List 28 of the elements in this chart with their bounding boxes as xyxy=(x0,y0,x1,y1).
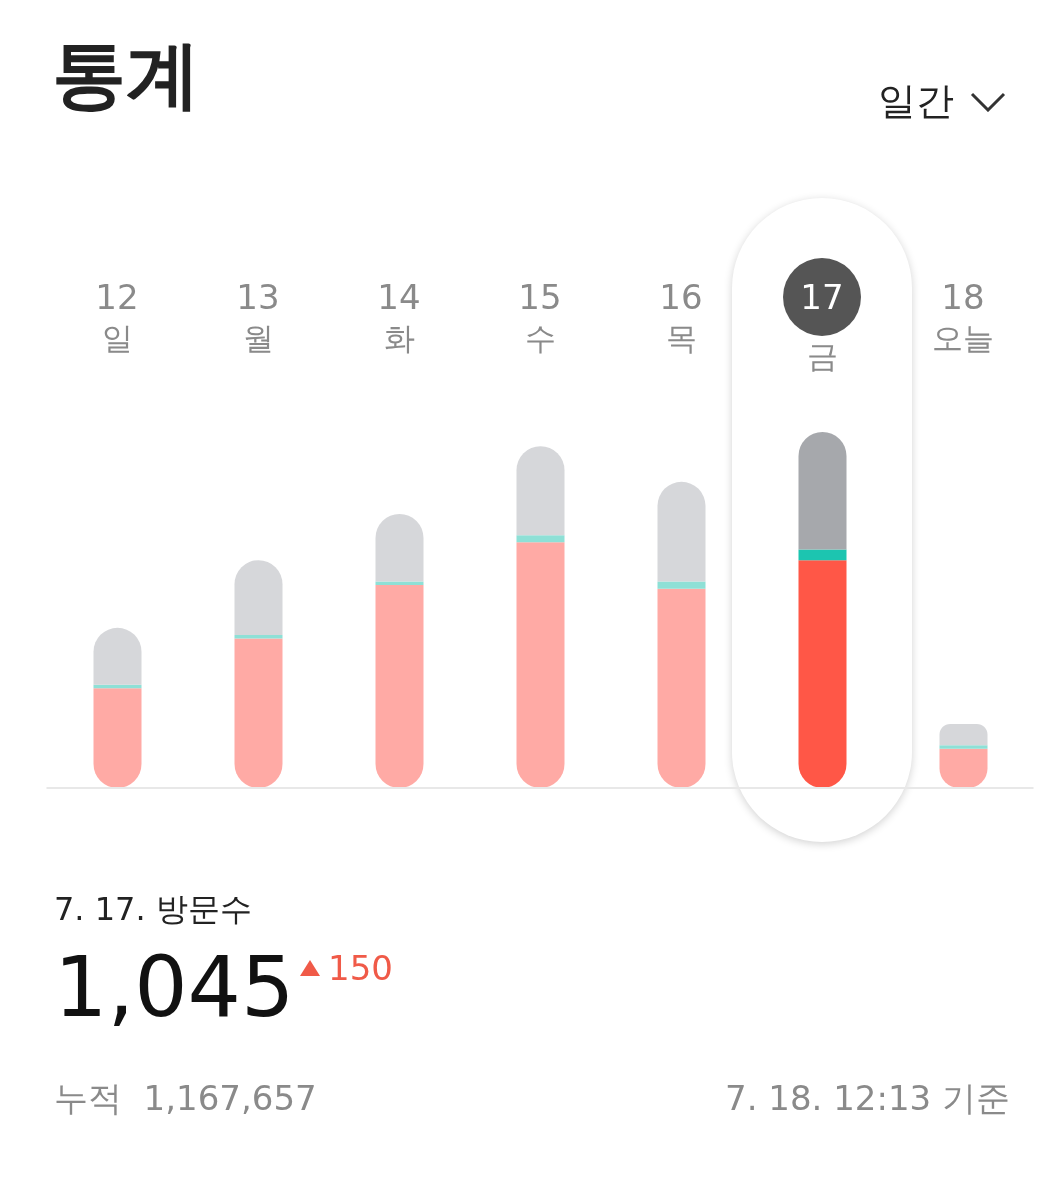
chart-title: 통계 xyxy=(52,30,200,119)
x-tick-label: 16 목 xyxy=(659,277,703,356)
chart-subtitle: 일간 xyxy=(878,78,954,125)
bar xyxy=(657,481,706,582)
text: 1,045 xyxy=(54,938,295,1036)
text: 누적 1,167,657 xyxy=(54,1077,317,1120)
bar xyxy=(657,588,706,788)
bar xyxy=(516,446,565,536)
bar xyxy=(798,549,847,561)
bar xyxy=(939,723,988,746)
text: 7. 17. 방문수 xyxy=(54,889,252,930)
bar xyxy=(516,542,565,788)
bar xyxy=(798,560,847,788)
bar xyxy=(657,581,706,589)
x-tick-label: 18 오늘 xyxy=(932,277,994,356)
text: 7. 18. 12:13 기준 xyxy=(725,1077,1010,1120)
x-tick-label: 17 금 xyxy=(800,277,844,374)
x-tick-label: 12 일 xyxy=(95,277,139,356)
text: 150 xyxy=(328,948,393,988)
bar xyxy=(234,638,283,788)
bar xyxy=(798,432,847,550)
bar xyxy=(93,688,142,788)
bar xyxy=(516,535,565,543)
bar xyxy=(375,585,424,788)
x-tick-label: 13 월 xyxy=(236,277,280,356)
bar xyxy=(939,745,988,749)
x-tick-label: 14 화 xyxy=(377,277,421,356)
x-tick-label: 15 수 xyxy=(518,277,562,356)
